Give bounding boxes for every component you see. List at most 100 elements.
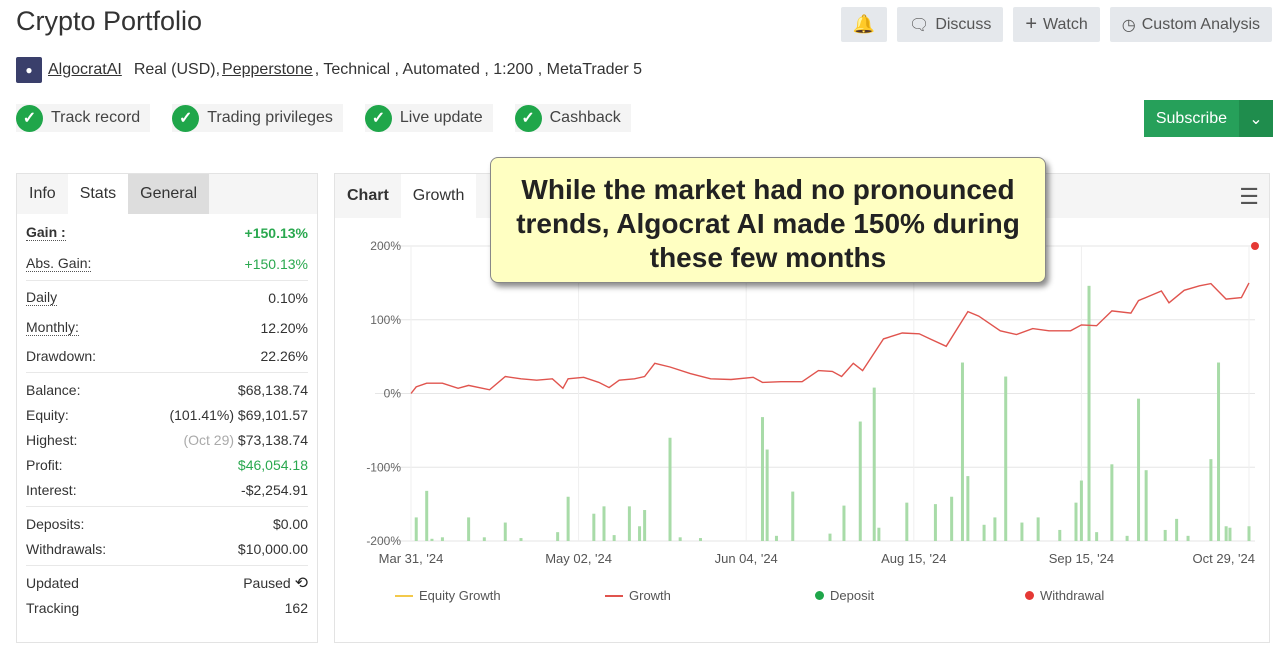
legend-withdrawal[interactable]: Withdrawal (1025, 588, 1235, 603)
volume-bar (627, 506, 631, 541)
volume-bar (982, 524, 986, 541)
custom-analysis-button[interactable]: ◷ Custom Analysis (1109, 7, 1272, 42)
volume-bar (1020, 522, 1024, 541)
volume-bar (993, 517, 997, 541)
tab-growth[interactable]: Growth (400, 174, 477, 218)
x-tick-label: Mar 31, '24 (379, 551, 444, 566)
volume-bar (482, 537, 486, 541)
tab-stats[interactable]: Stats (67, 174, 129, 214)
equity-label: Equity: (26, 406, 69, 423)
owner-avatar: ● (16, 57, 42, 83)
volume-bar (1095, 532, 1099, 541)
divider (26, 372, 308, 373)
volume-bar (1036, 517, 1040, 541)
gain-value: +150.13% (244, 224, 308, 241)
y-tick-label: 100% (370, 313, 401, 327)
divider (26, 506, 308, 507)
withdrawals-label: Withdrawals: (26, 540, 107, 557)
interest-value: -$2,254.91 (241, 481, 308, 498)
updated-value: Paused (243, 574, 291, 591)
volume-bar (668, 437, 672, 541)
tab-chart[interactable]: Chart (347, 187, 389, 204)
abs-gain-label[interactable]: Abs. Gain: (26, 255, 92, 272)
x-tick-label: May 02, '24 (545, 551, 612, 566)
account-info: ● AlgocratAI Real (USD), Pepperstone , T… (16, 57, 642, 83)
discuss-button[interactable]: 🗨 Discuss (897, 7, 1004, 42)
volume-bar (643, 510, 647, 541)
volume-bar (1247, 526, 1251, 541)
volume-bar (519, 538, 523, 541)
balance-value: $68,138.74 (237, 381, 308, 398)
subscribe-button[interactable]: Subscribe ⌄ (1143, 100, 1273, 137)
volume-bar (877, 527, 881, 541)
volume-bar (1004, 376, 1008, 541)
volume-bar (566, 496, 570, 541)
tracking-label: Tracking (26, 599, 80, 616)
y-tick-label: -100% (366, 460, 401, 474)
volume-bar (1209, 459, 1213, 541)
notifications-button[interactable]: 🔔 (840, 7, 887, 42)
volume-bar (698, 538, 702, 541)
volume-bar (440, 537, 444, 541)
volume-bar (1144, 470, 1148, 541)
volume-bar (1074, 502, 1078, 541)
updated-label: Updated (26, 574, 79, 591)
watch-button[interactable]: + Watch (1013, 7, 1100, 42)
volume-bar (1175, 518, 1179, 541)
volume-bar (503, 522, 507, 541)
chevron-down-icon[interactable]: ⌄ (1239, 100, 1273, 137)
volume-bar (414, 517, 418, 541)
volume-bar (425, 490, 429, 541)
monthly-label[interactable]: Monthly: (26, 319, 79, 336)
volume-bar (1110, 464, 1114, 541)
daily-label[interactable]: Daily (26, 289, 58, 306)
x-tick-label: Sep 15, '24 (1049, 551, 1114, 566)
tab-info[interactable]: Info (29, 185, 56, 202)
volume-bar (905, 502, 909, 541)
tab-general[interactable]: General (128, 174, 210, 214)
clock-icon: ◷ (1121, 16, 1136, 34)
account-details: , Technical , Automated , 1:200 , MetaTr… (314, 61, 643, 78)
sliders-icon[interactable]: ☰ (1239, 184, 1259, 209)
check-icon: ✓ (172, 104, 200, 132)
volume-bar (1087, 285, 1091, 541)
highest-date: (Oct 29) (183, 431, 235, 448)
legend-equity-growth[interactable]: Equity Growth (395, 588, 605, 603)
volume-bar (556, 532, 560, 541)
chart-legend: Equity Growth Growth Deposit Withdrawal (395, 588, 1235, 603)
gain-label[interactable]: Gain : (26, 224, 66, 241)
badge-trading-privileges: ✓ Trading privileges (172, 104, 343, 132)
legend-growth[interactable]: Growth (605, 588, 815, 603)
volume-bar (678, 537, 682, 541)
volume-bar (638, 526, 642, 541)
volume-bar (592, 513, 596, 541)
legend-deposit[interactable]: Deposit (815, 588, 1025, 603)
x-tick-label: Jun 04, '24 (715, 551, 778, 566)
y-tick-label: 200% (370, 239, 401, 253)
volume-bar (1228, 527, 1232, 541)
volume-bar (933, 504, 937, 541)
volume-bar (960, 362, 964, 541)
refresh-icon[interactable]: ⟲ (294, 574, 308, 592)
x-tick-label: Oct 29, '24 (1193, 551, 1255, 566)
verification-badges: ✓ Track record ✓ Trading privileges ✓ Live … (16, 104, 631, 132)
volume-bar (1079, 480, 1083, 541)
owner-link[interactable]: AlgocratAI (48, 61, 122, 78)
badge-live-update: ✓ Live update (364, 104, 493, 132)
check-icon: ✓ (514, 104, 542, 132)
check-icon: ✓ (16, 104, 43, 132)
volume-bar (1217, 362, 1221, 541)
broker-link[interactable]: Pepperstone (222, 61, 313, 78)
page-title: Crypto Portfolio (16, 6, 203, 36)
volume-bar (842, 505, 846, 541)
profit-value: $46,054.18 (237, 456, 308, 473)
volume-bar (1137, 398, 1141, 541)
volume-bar (858, 421, 862, 541)
highest-value: $73,138.74 (237, 431, 308, 448)
equity-percent: (101.41%) (169, 406, 235, 423)
volume-bar (612, 535, 616, 541)
tracking-value: 162 (284, 599, 308, 616)
account-type: Real (USD), (133, 61, 221, 78)
plus-icon: + (1025, 13, 1038, 35)
equity-value: $69,101.57 (237, 406, 308, 423)
